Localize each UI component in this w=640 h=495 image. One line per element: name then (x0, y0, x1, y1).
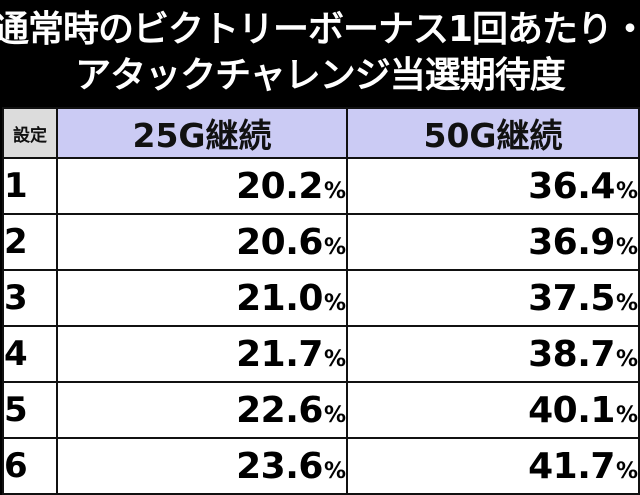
value-cell-50g: 41.7% (346, 437, 640, 495)
value-25g: 20.6 (236, 221, 323, 263)
value-25g: 21.7 (236, 333, 323, 375)
header-setting: 設定 (2, 107, 58, 159)
percent-unit: % (615, 458, 638, 484)
probability-table: 設定 25G継続 50G継続 1 20.2% 36.4% 2 20.6% 36.… (2, 107, 640, 495)
value-50g: 36.9 (528, 221, 615, 263)
value-cell-25g: 20.2% (56, 157, 348, 215)
table-row: 2 20.6% 36.9% (2, 213, 640, 271)
table-row: 6 23.6% 41.7% (2, 437, 640, 495)
title-line-1: 通常時のビクトリーボーナス1回あたり・ (0, 8, 640, 50)
value-50g: 36.4 (528, 165, 615, 207)
page-title: 通常時のビクトリーボーナス1回あたり・ アタックチャレンジ当選期待度 (0, 0, 640, 105)
percent-unit: % (323, 234, 346, 260)
value-cell-50g: 38.7% (346, 325, 640, 383)
value-cell-50g: 37.5% (346, 269, 640, 327)
percent-unit: % (323, 346, 346, 372)
value-cell-25g: 23.6% (56, 437, 348, 495)
setting-cell: 6 (2, 437, 58, 495)
setting-cell: 1 (2, 157, 58, 215)
value-25g: 20.2 (236, 165, 323, 207)
table-row: 4 21.7% 38.7% (2, 325, 640, 383)
percent-unit: % (615, 290, 638, 316)
percent-unit: % (615, 402, 638, 428)
percent-unit: % (615, 178, 638, 204)
value-cell-25g: 21.0% (56, 269, 348, 327)
value-50g: 38.7 (528, 333, 615, 375)
setting-cell: 5 (2, 381, 58, 439)
value-cell-50g: 40.1% (346, 381, 640, 439)
setting-cell: 4 (2, 325, 58, 383)
value-50g: 41.7 (528, 445, 615, 487)
value-cell-50g: 36.9% (346, 213, 640, 271)
value-25g: 21.0 (236, 277, 323, 319)
percent-unit: % (323, 458, 346, 484)
value-cell-25g: 21.7% (56, 325, 348, 383)
table-row: 1 20.2% 36.4% (2, 157, 640, 215)
value-cell-50g: 36.4% (346, 157, 640, 215)
value-cell-25g: 20.6% (56, 213, 348, 271)
value-50g: 40.1 (528, 389, 615, 431)
value-cell-25g: 22.6% (56, 381, 348, 439)
percent-unit: % (323, 290, 346, 316)
percent-unit: % (615, 346, 638, 372)
percent-unit: % (323, 178, 346, 204)
table-row: 5 22.6% 40.1% (2, 381, 640, 439)
header-50g: 50G継続 (346, 107, 640, 159)
title-line-2: アタックチャレンジ当選期待度 (75, 54, 566, 96)
setting-cell: 2 (2, 213, 58, 271)
percent-unit: % (323, 402, 346, 428)
value-25g: 23.6 (236, 445, 323, 487)
percent-unit: % (615, 234, 638, 260)
header-25g: 25G継続 (56, 107, 348, 159)
value-50g: 37.5 (528, 277, 615, 319)
table-row: 3 21.0% 37.5% (2, 269, 640, 327)
value-25g: 22.6 (236, 389, 323, 431)
table-header-row: 設定 25G継続 50G継続 (2, 107, 640, 159)
setting-cell: 3 (2, 269, 58, 327)
